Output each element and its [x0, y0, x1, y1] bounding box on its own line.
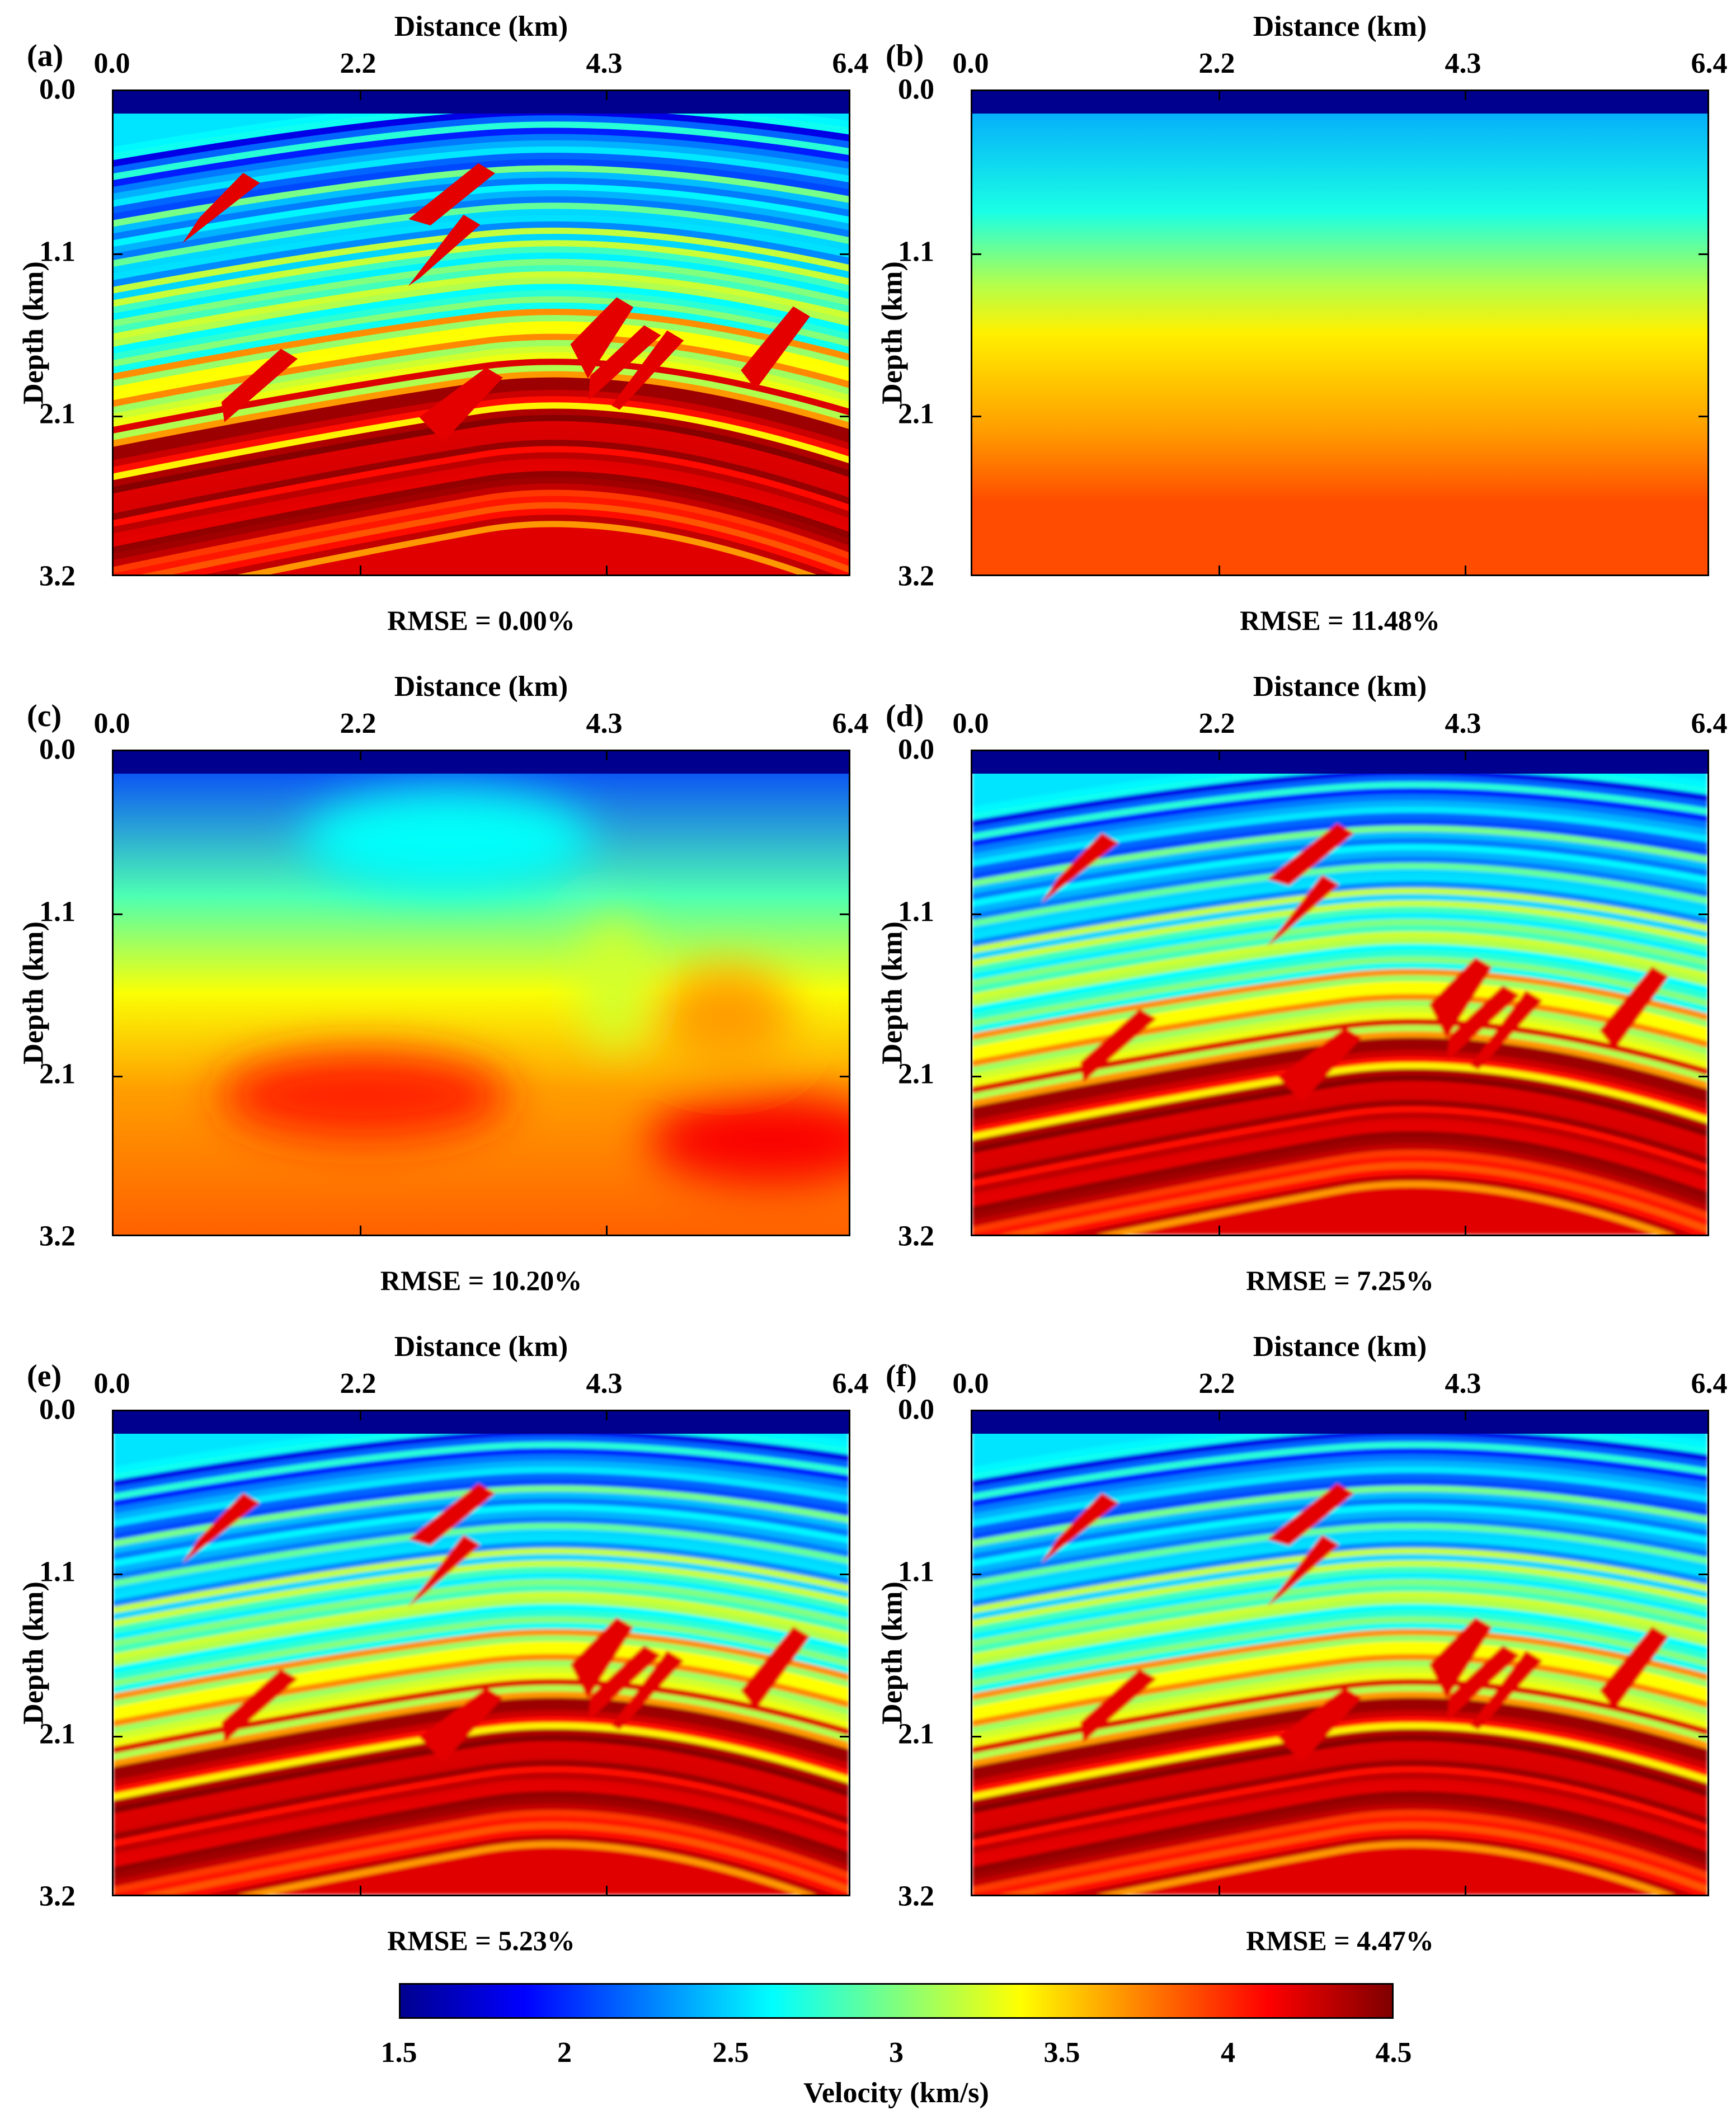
x-tick-label: 2.2 [340, 708, 377, 740]
x-axis-label: Distance (km) [1253, 11, 1427, 43]
y-axis-label: Depth (km) [17, 261, 50, 404]
y-tick-label: 0.0 [39, 1393, 76, 1426]
x-tick-label: 4.3 [1445, 708, 1481, 740]
y-tick-label: 2.1 [898, 398, 934, 430]
x-axis-label: Distance (km) [394, 1331, 568, 1363]
rmse-caption: RMSE = 5.23% [387, 1925, 575, 1956]
panel-f: Distance (km) (f) 0.0 2.2 4.3 6.4 0.0 1.1 2.1 3.2… [859, 1320, 1728, 1980]
y-tick-label: 0.0 [898, 733, 934, 766]
y-tick-label: 0.0 [898, 73, 934, 106]
y-tick-label: 1.1 [898, 896, 934, 928]
x-tick-label: 2.2 [1198, 1368, 1235, 1400]
y-tick-label: 2.1 [39, 1718, 76, 1750]
y-tick-label: 2.1 [39, 398, 76, 430]
velocity-model-image [971, 1410, 1709, 1896]
x-tick-label: 4.3 [586, 708, 623, 740]
x-tick-label: 0.0 [93, 48, 130, 79]
panel-label: (d) [886, 699, 924, 733]
y-tick-label: 1.1 [39, 896, 76, 928]
y-axis-label: Depth (km) [876, 1581, 909, 1725]
colorbar-label: Velocity (km/s) [803, 2077, 989, 2109]
x-axis-label: Distance (km) [1253, 1331, 1427, 1363]
rmse-caption: RMSE = 0.00% [387, 605, 575, 636]
y-tick-label: 3.2 [898, 560, 934, 592]
x-tick-label: 2.2 [340, 1368, 377, 1400]
velocity-model-image [112, 1410, 850, 1896]
y-axis-label: Depth (km) [17, 1581, 50, 1725]
x-axis-label: Distance (km) [394, 11, 568, 43]
x-tick-label: 6.4 [832, 48, 869, 79]
velocity-model-image [112, 750, 850, 1236]
x-tick-label: 6.4 [1691, 1368, 1728, 1400]
y-tick-label: 0.0 [39, 733, 76, 766]
panel-label: (b) [886, 39, 924, 73]
rmse-caption: RMSE = 11.48% [1240, 605, 1440, 636]
panel-label: (e) [27, 1359, 62, 1393]
velocity-model-image [971, 750, 1709, 1236]
panel-b: Distance (km) (b) 0.0 2.2 4.3 6.4 0.0 1.1 2.1 3.2… [859, 0, 1728, 660]
y-axis-label: Depth (km) [876, 921, 909, 1065]
panel-label: (c) [27, 699, 62, 733]
y-tick-label: 2.1 [39, 1058, 76, 1090]
colorbar-tick-label: 2 [557, 2037, 572, 2069]
x-tick-label: 2.2 [1198, 708, 1235, 740]
x-tick-label: 2.2 [1198, 48, 1235, 79]
panel-label: (f) [886, 1359, 917, 1393]
x-tick-label: 4.3 [1445, 1368, 1481, 1400]
y-tick-label: 0.0 [898, 1393, 934, 1426]
x-tick-label: 0.0 [952, 1368, 989, 1400]
colorbar [399, 1983, 1394, 2019]
x-tick-label: 6.4 [832, 1368, 869, 1400]
x-tick-label: 0.0 [952, 48, 989, 79]
panel-e: Distance (km) (e) 0.0 2.2 4.3 6.4 0.0 1.1 2.1 3.2… [0, 1320, 869, 1980]
rmse-caption: RMSE = 10.20% [380, 1265, 582, 1296]
panel-a: Distance (km) (a) 0.0 2.2 4.3 6.4 0.0 1.1 2.1 3.2… [0, 0, 869, 660]
colorbar-tick-label: 3 [889, 2037, 904, 2069]
x-tick-label: 0.0 [93, 708, 130, 740]
y-tick-label: 3.2 [39, 560, 76, 592]
y-tick-label: 1.1 [898, 236, 934, 268]
colorbar-tick-label: 3.5 [1043, 2037, 1080, 2069]
y-tick-label: 1.1 [39, 1556, 76, 1588]
x-tick-label: 6.4 [1691, 708, 1728, 740]
y-axis-label: Depth (km) [876, 261, 909, 404]
y-axis-label: Depth (km) [17, 921, 50, 1065]
x-axis-label: Distance (km) [1253, 671, 1427, 703]
x-axis-label: Distance (km) [394, 671, 568, 703]
x-tick-label: 4.3 [586, 48, 623, 79]
x-tick-label: 0.0 [93, 1368, 130, 1400]
x-tick-label: 6.4 [1691, 48, 1728, 79]
x-tick-label: 4.3 [586, 1368, 623, 1400]
y-tick-label: 3.2 [39, 1880, 76, 1913]
rmse-caption: RMSE = 4.47% [1246, 1925, 1434, 1956]
panel-c: Distance (km) (c) 0.0 2.2 4.3 6.4 0.0 1.1 2.1 3.2… [0, 660, 869, 1320]
y-tick-label: 0.0 [39, 73, 76, 106]
x-tick-label: 6.4 [832, 708, 869, 740]
x-tick-label: 4.3 [1445, 48, 1481, 79]
panel-label: (a) [27, 39, 64, 73]
rmse-caption: RMSE = 7.25% [1246, 1265, 1434, 1296]
colorbar-tick-label: 4.5 [1375, 2037, 1412, 2069]
x-tick-label: 2.2 [340, 48, 377, 79]
y-tick-label: 2.1 [898, 1718, 934, 1750]
y-tick-label: 1.1 [39, 236, 76, 268]
y-tick-label: 2.1 [898, 1058, 934, 1090]
y-tick-label: 3.2 [39, 1220, 76, 1252]
x-tick-label: 0.0 [952, 708, 989, 740]
colorbar-tick-label: 2.5 [712, 2037, 749, 2069]
y-tick-label: 3.2 [898, 1220, 934, 1252]
panel-d: Distance (km) (d) 0.0 2.2 4.3 6.4 0.0 1.1 2.1 3.2… [859, 660, 1728, 1320]
y-tick-label: 1.1 [898, 1556, 934, 1588]
velocity-model-image [971, 90, 1709, 576]
colorbar-tick-label: 4 [1221, 2037, 1235, 2069]
velocity-model-image [112, 90, 850, 576]
colorbar-tick-label: 1.5 [380, 2037, 417, 2069]
y-tick-label: 3.2 [898, 1880, 934, 1913]
